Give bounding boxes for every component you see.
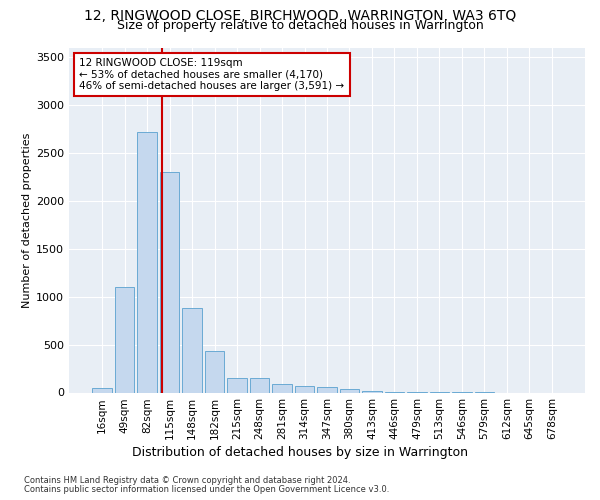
Text: Contains public sector information licensed under the Open Government Licence v3: Contains public sector information licen…: [24, 485, 389, 494]
Bar: [295, 386, 314, 392]
Y-axis label: Number of detached properties: Number of detached properties: [22, 132, 32, 308]
Bar: [250, 378, 269, 392]
Bar: [182, 308, 202, 392]
Bar: [272, 384, 292, 392]
Bar: [340, 388, 359, 392]
Bar: [317, 387, 337, 392]
Bar: [160, 172, 179, 392]
Bar: [137, 132, 157, 392]
Text: Size of property relative to detached houses in Warrington: Size of property relative to detached ho…: [116, 19, 484, 32]
Bar: [115, 287, 134, 393]
Text: Contains HM Land Registry data © Crown copyright and database right 2024.: Contains HM Land Registry data © Crown c…: [24, 476, 350, 485]
Text: 12, RINGWOOD CLOSE, BIRCHWOOD, WARRINGTON, WA3 6TQ: 12, RINGWOOD CLOSE, BIRCHWOOD, WARRINGTO…: [84, 9, 516, 23]
Text: 12 RINGWOOD CLOSE: 119sqm
← 53% of detached houses are smaller (4,170)
46% of se: 12 RINGWOOD CLOSE: 119sqm ← 53% of detac…: [79, 58, 344, 91]
Bar: [362, 391, 382, 392]
Bar: [92, 388, 112, 392]
Text: Distribution of detached houses by size in Warrington: Distribution of detached houses by size …: [132, 446, 468, 459]
Bar: [205, 352, 224, 393]
Bar: [227, 378, 247, 392]
